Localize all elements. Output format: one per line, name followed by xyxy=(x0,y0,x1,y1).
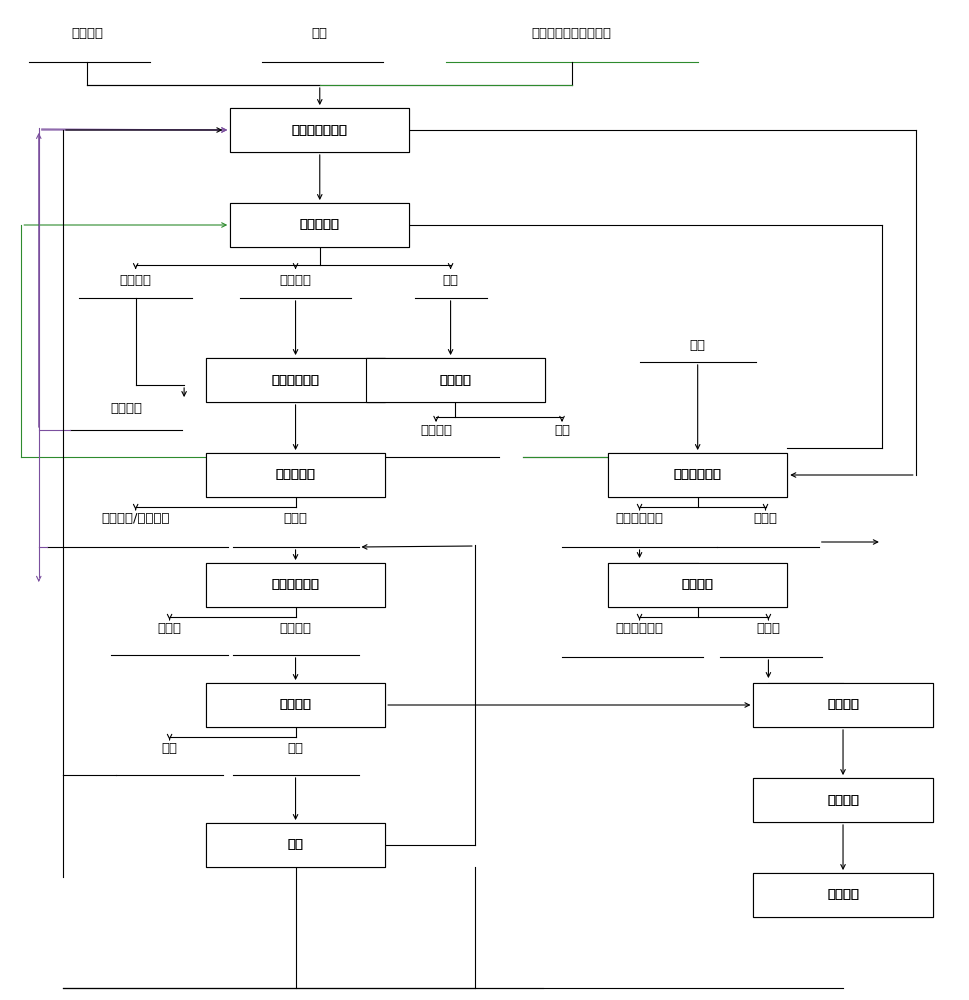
FancyBboxPatch shape xyxy=(608,563,787,607)
Text: 补充氢气: 补充氢气 xyxy=(71,27,104,40)
Text: 尾气淋洗: 尾气淋洗 xyxy=(681,578,714,591)
FancyBboxPatch shape xyxy=(205,683,385,727)
Text: 硅烷气提纯: 硅烷气提纯 xyxy=(275,468,316,482)
FancyBboxPatch shape xyxy=(205,563,385,607)
Text: 残渣: 残渣 xyxy=(554,424,570,437)
FancyBboxPatch shape xyxy=(231,108,409,152)
FancyBboxPatch shape xyxy=(205,823,385,867)
Text: 硅粉: 硅粉 xyxy=(312,27,328,40)
FancyBboxPatch shape xyxy=(231,203,409,247)
FancyBboxPatch shape xyxy=(365,358,545,402)
Text: 四氯化硅/三氯氢硅: 四氯化硅/三氯氢硅 xyxy=(102,512,170,525)
Text: 硅烷: 硅烷 xyxy=(288,742,303,755)
FancyBboxPatch shape xyxy=(753,683,932,727)
FancyBboxPatch shape xyxy=(231,203,409,247)
Text: 尾气回收: 尾气回收 xyxy=(279,698,312,712)
Text: 三氯氢硅歧化: 三氯氢硅歧化 xyxy=(271,373,320,386)
Text: 中和干渣: 中和干渣 xyxy=(827,794,860,806)
Text: 尾气回收: 尾气回收 xyxy=(279,698,312,712)
Text: 氯硅烷: 氯硅烷 xyxy=(754,512,777,525)
FancyBboxPatch shape xyxy=(753,873,932,917)
Text: 环保外排: 环保外排 xyxy=(827,888,860,902)
Text: 残液回收: 残液回收 xyxy=(439,373,472,386)
Text: 氯硅烷提纯: 氯硅烷提纯 xyxy=(299,219,340,232)
Text: 多晶硅: 多晶硅 xyxy=(158,622,181,635)
Text: 硅烷气提纯: 硅烷气提纯 xyxy=(275,468,316,482)
FancyBboxPatch shape xyxy=(753,683,932,727)
Text: 残液: 残液 xyxy=(443,274,458,287)
Text: 残液回收: 残液回收 xyxy=(439,373,472,386)
FancyBboxPatch shape xyxy=(753,778,932,822)
FancyBboxPatch shape xyxy=(753,873,932,917)
Text: 三氯氢硅: 三氯氢硅 xyxy=(279,274,312,287)
Text: 氯氢化合成系统: 氯氢化合成系统 xyxy=(292,123,348,136)
Text: 氯硅烷提纯: 氯硅烷提纯 xyxy=(299,219,340,232)
Text: 补充四氯化硅或氯化氢: 补充四氯化硅或氯化氢 xyxy=(532,27,611,40)
Text: 汽化: 汽化 xyxy=(288,838,303,852)
Text: 汽化: 汽化 xyxy=(288,838,303,852)
Text: 尾气冷凝回收: 尾气冷凝回收 xyxy=(673,468,722,482)
FancyBboxPatch shape xyxy=(205,563,385,607)
Text: 中和干渣: 中和干渣 xyxy=(827,794,860,806)
Text: 尾气冷凝回收: 尾气冷凝回收 xyxy=(673,468,722,482)
FancyBboxPatch shape xyxy=(608,453,787,497)
FancyBboxPatch shape xyxy=(608,563,787,607)
Text: 中和处理: 中和处理 xyxy=(827,698,860,712)
FancyBboxPatch shape xyxy=(231,108,409,152)
Text: 三氯氢硅歧化: 三氯氢硅歧化 xyxy=(271,373,320,386)
Text: 还原炉内还原: 还原炉内还原 xyxy=(271,578,320,591)
FancyBboxPatch shape xyxy=(205,453,385,497)
FancyBboxPatch shape xyxy=(205,453,385,497)
Text: 氢气: 氢气 xyxy=(162,742,177,755)
Text: 中和处理: 中和处理 xyxy=(827,698,860,712)
Text: 四氯化硅: 四氯化硅 xyxy=(420,424,453,437)
Text: 低氯硅烷尾气: 低氯硅烷尾气 xyxy=(615,512,664,525)
Text: 水解渣: 水解渣 xyxy=(757,622,780,635)
Text: 硅烷气: 硅烷气 xyxy=(284,512,307,525)
FancyBboxPatch shape xyxy=(365,358,545,402)
FancyBboxPatch shape xyxy=(205,823,385,867)
Text: 合格尾气外排: 合格尾气外排 xyxy=(615,622,664,635)
FancyBboxPatch shape xyxy=(753,778,932,822)
Text: 还原尾气: 还原尾气 xyxy=(279,622,312,635)
Text: 环保外排: 环保外排 xyxy=(827,888,860,902)
Text: 尾气: 尾气 xyxy=(690,339,705,352)
Text: 四氯化硅: 四氯化硅 xyxy=(119,274,152,287)
Text: 四氯化硅: 四氯化硅 xyxy=(109,402,142,415)
Text: 氯氢化合成系统: 氯氢化合成系统 xyxy=(292,123,348,136)
FancyBboxPatch shape xyxy=(205,358,385,402)
Text: 还原炉内还原: 还原炉内还原 xyxy=(271,578,320,591)
FancyBboxPatch shape xyxy=(205,683,385,727)
FancyBboxPatch shape xyxy=(205,358,385,402)
FancyBboxPatch shape xyxy=(608,453,787,497)
Text: 尾气淋洗: 尾气淋洗 xyxy=(681,578,714,591)
